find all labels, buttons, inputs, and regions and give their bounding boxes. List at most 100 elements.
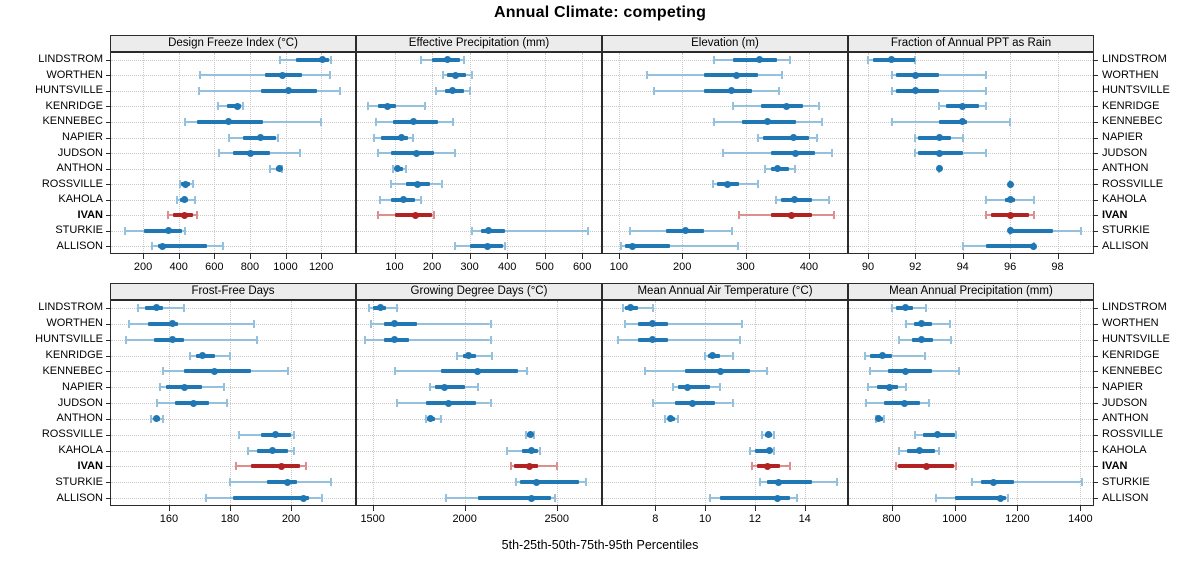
x-tick-label: 300	[736, 261, 755, 273]
gridline-horizontal	[111, 387, 355, 389]
station-tick-right	[1094, 75, 1098, 77]
whisker-cap	[757, 133, 760, 142]
whisker-cap	[1032, 211, 1035, 220]
station-tick-left	[106, 230, 110, 232]
median-dot	[773, 494, 781, 502]
station-tick-right	[1094, 168, 1098, 170]
strip-title: Fraction of Annual PPT as Rain	[890, 37, 1052, 49]
station-label-right: LINDSTROM	[1102, 301, 1167, 314]
median-dot	[533, 478, 540, 486]
gridline-horizontal	[357, 418, 601, 420]
whisker-cap	[434, 86, 437, 95]
whisker-range-line	[368, 105, 425, 108]
whisker-cap	[453, 242, 456, 251]
median-dot	[791, 149, 799, 157]
median-dot	[225, 118, 232, 126]
median-dot	[765, 431, 773, 439]
median-dot	[728, 87, 736, 95]
panel-strip: Effective Precipitation (mm)	[356, 35, 602, 52]
x-tick-label: 400	[799, 261, 819, 273]
station-label-right: NAPIER	[1102, 380, 1143, 393]
x-tick-label: 94	[956, 261, 969, 273]
whisker-cap	[526, 367, 529, 376]
station-tick-left	[106, 339, 110, 341]
median-dot	[397, 134, 405, 141]
gridline-horizontal	[603, 215, 847, 217]
whisker-cap	[369, 319, 372, 328]
gridline-horizontal	[111, 168, 355, 170]
median-dot	[689, 399, 697, 407]
whisker-cap	[217, 149, 220, 157]
whisker-cap	[836, 478, 838, 487]
whisker-cap	[761, 430, 764, 439]
gridline-horizontal	[849, 403, 1093, 404]
whisker-cap	[731, 399, 734, 407]
whisker-cap	[515, 478, 518, 487]
station-label-right: WORTHEN	[1102, 68, 1159, 81]
chart-title: Annual Climate: competing	[493, 4, 707, 21]
whisker-cap	[329, 71, 332, 80]
station-tick-right	[1094, 450, 1098, 452]
median-dot	[269, 447, 277, 454]
station-tick-left	[106, 168, 110, 170]
whisker-cap	[368, 303, 370, 312]
iqr-bar	[435, 385, 465, 390]
station-tick-left	[106, 215, 110, 217]
whisker-cap	[904, 383, 907, 392]
median-dot	[922, 462, 930, 470]
median-dot	[902, 367, 910, 375]
station-label-left: KAHOLA	[58, 444, 103, 456]
iqr-bar	[251, 464, 301, 469]
whisker-cap	[788, 462, 791, 471]
x-tick	[655, 506, 657, 511]
station-tick-left	[106, 371, 110, 373]
whisker-cap	[676, 414, 679, 423]
station-tick-left	[106, 355, 110, 357]
x-tick	[321, 254, 323, 259]
whisker-cap	[737, 242, 739, 251]
whisker-cap	[934, 494, 937, 503]
median-dot	[525, 462, 533, 470]
station-tick-left	[106, 246, 110, 248]
whisker-cap	[704, 351, 707, 360]
whisker-cap	[781, 71, 784, 80]
station-tick-left	[106, 450, 110, 452]
x-tick-label: 1200	[308, 261, 334, 273]
gridline-horizontal	[603, 482, 847, 484]
whisker-cap	[961, 242, 964, 251]
whisker-cap	[463, 55, 465, 64]
whisker-cap	[433, 211, 435, 220]
iqr-bar	[147, 321, 179, 326]
median-dot	[917, 336, 925, 344]
whisker-cap	[865, 399, 868, 407]
median-dot	[1006, 196, 1014, 204]
gridline-horizontal	[357, 121, 601, 123]
median-dot	[996, 494, 1004, 502]
gridline-horizontal	[111, 434, 355, 436]
median-dot	[182, 180, 190, 188]
whisker-cap	[619, 242, 622, 251]
panel-strip: Mean Annual Air Temperature (°C)	[602, 283, 848, 300]
whisker-range-line	[625, 322, 743, 325]
whisker-cap	[763, 164, 766, 173]
whisker-cap	[828, 195, 831, 204]
x-tick-label: 180	[220, 513, 240, 525]
median-dot	[1030, 242, 1038, 250]
strip-title: Mean Annual Air Temperature (°C)	[637, 285, 813, 297]
whisker-range-line	[620, 245, 738, 248]
whisker-cap	[504, 242, 507, 251]
whisker-cap	[624, 319, 627, 328]
whisker-cap	[890, 117, 893, 126]
whisker-cap	[890, 303, 893, 312]
gridline-horizontal	[357, 387, 601, 389]
strip-title: Growing Degree Days (°C)	[410, 285, 548, 297]
iqr-bar	[480, 228, 506, 233]
x-tick	[168, 506, 170, 511]
gridline-horizontal	[357, 168, 601, 170]
gridline-horizontal	[849, 323, 1093, 325]
median-dot	[911, 87, 919, 95]
gridline-horizontal	[357, 137, 601, 139]
station-label-left: STURKIE	[55, 475, 103, 488]
panel-strip: Design Freeze Index (°C)	[110, 35, 356, 52]
whisker-cap	[955, 462, 957, 471]
